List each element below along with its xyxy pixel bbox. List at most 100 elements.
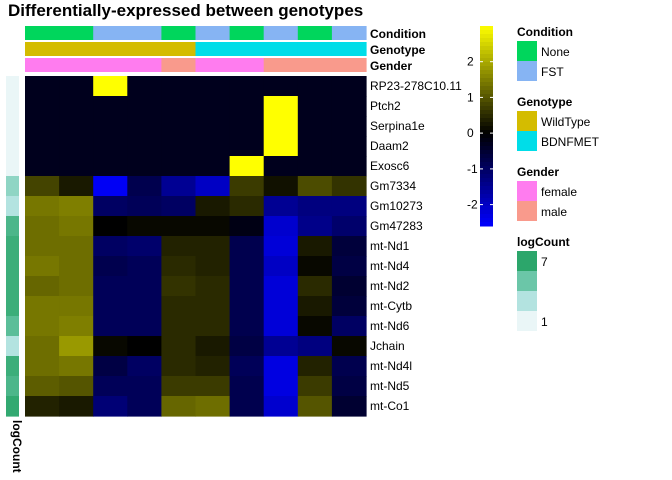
- colorbar-segment: [480, 94, 493, 99]
- heatmap-cell: [25, 116, 60, 137]
- heatmap-cell: [161, 116, 197, 137]
- heatmap-cell: [59, 216, 94, 237]
- heatmap-cell: [127, 176, 162, 197]
- heatmap-cell: [195, 236, 231, 257]
- heatmap-cell: [263, 176, 299, 197]
- heatmap-cell: [331, 196, 367, 217]
- heatmap-cell: [263, 356, 299, 377]
- heatmap-cell: [25, 336, 60, 357]
- heatmap-cell: [263, 76, 299, 97]
- heatmap-cell: [297, 376, 333, 397]
- annotation-cell-genotype: [127, 42, 162, 56]
- colorbar-segment: [480, 114, 493, 119]
- heatmap-cell: [59, 76, 94, 97]
- annotation-cell-genotype: [93, 42, 128, 56]
- colorbar-segment: [480, 42, 493, 47]
- heatmap-cell: [229, 216, 265, 237]
- annotation-cell-condition: [93, 26, 128, 40]
- heatmap-cell: [331, 156, 367, 177]
- annotation-cell-condition: [59, 26, 94, 40]
- heatmap-cell: [195, 116, 231, 137]
- logcount-cell: [6, 196, 19, 217]
- heatmap-cell: [25, 256, 60, 277]
- logcount-cell: [6, 356, 19, 377]
- row-label: mt-Nd1: [370, 239, 410, 253]
- logcount-cell: [6, 96, 19, 117]
- colorbar-segment: [480, 90, 493, 95]
- legend-label: FST: [541, 65, 564, 79]
- colorbar-segment: [480, 110, 493, 115]
- annotation-cell-gender: [195, 58, 231, 72]
- legend-label: male: [541, 205, 567, 219]
- annotation-cell-gender: [59, 58, 94, 72]
- heatmap-cell: [297, 156, 333, 177]
- legend-title-logcount: logCount: [517, 235, 570, 249]
- heatmap-cell: [59, 116, 94, 137]
- colorbar-segment: [480, 170, 493, 175]
- heatmap-cell: [25, 396, 60, 417]
- logcount-cell: [6, 216, 19, 237]
- heatmap-cell: [59, 276, 94, 297]
- heatmap-cell: [161, 76, 197, 97]
- heatmap-cell: [229, 156, 265, 177]
- colorbar-segment: [480, 54, 493, 59]
- logcount-cell: [6, 296, 19, 317]
- colorbar-segment: [480, 26, 493, 31]
- colorbar-segment: [480, 158, 493, 163]
- heatmap-cell: [229, 296, 265, 317]
- annotation-cell-condition: [331, 26, 367, 40]
- heatmap-cell: [229, 396, 265, 417]
- heatmap-cell: [229, 76, 265, 97]
- annotation-cell-condition: [297, 26, 333, 40]
- legend-swatch: [517, 61, 537, 81]
- heatmap-cell: [93, 136, 128, 157]
- heatmap-cell: [59, 376, 94, 397]
- heatmap-cell: [331, 96, 367, 117]
- colorbar-tick-label: 1: [467, 90, 474, 104]
- heatmap-cell: [331, 136, 367, 157]
- colorbar-segment: [480, 206, 493, 211]
- heatmap-cell: [25, 196, 60, 217]
- annotation-cell-gender: [229, 58, 265, 72]
- heatmap-cell: [263, 196, 299, 217]
- legend-title-gender: Gender: [517, 165, 559, 179]
- annotation-cell-genotype: [331, 42, 367, 56]
- heatmap-cell: [127, 316, 162, 337]
- annotation-cell-condition: [127, 26, 162, 40]
- heatmap-cell: [127, 216, 162, 237]
- legends: Condition None FST Genotype WildType BDNFMET G…: [517, 25, 600, 331]
- heatmap-cell: [25, 276, 60, 297]
- heatmap-cell: [161, 176, 197, 197]
- row-annotation-label: logCount: [10, 420, 24, 473]
- heatmap-cell: [93, 276, 128, 297]
- heatmap-cell: [297, 396, 333, 417]
- legend-label: 1: [541, 315, 548, 329]
- colorbar-segment: [480, 146, 493, 151]
- heatmap-cell: [93, 256, 128, 277]
- row-label: mt-Cytb: [370, 299, 412, 313]
- heatmap-cell: [161, 136, 197, 157]
- heatmap-cell: [297, 276, 333, 297]
- heatmap-cells: [25, 76, 367, 417]
- heatmap-cell: [263, 276, 299, 297]
- colorbar-segment: [480, 122, 493, 127]
- chart-title: Differentially-expressed between genotyp…: [8, 1, 363, 20]
- annotation-cell-condition: [25, 26, 60, 40]
- legend-swatch: [517, 181, 537, 201]
- heatmap-cell: [229, 376, 265, 397]
- colorbar-segment: [480, 74, 493, 79]
- heatmap-cell: [331, 376, 367, 397]
- colorbar-segment: [480, 222, 493, 227]
- colorbar-segment: [480, 182, 493, 187]
- heatmap-cell: [25, 296, 60, 317]
- logcount-cell: [6, 136, 19, 157]
- heatmap-cell: [25, 76, 60, 97]
- heatmap-cell: [161, 396, 197, 417]
- logcount-cell: [6, 116, 19, 137]
- annotation-cell-condition: [195, 26, 231, 40]
- heatmap-cell: [297, 216, 333, 237]
- heatmap-cell: [229, 196, 265, 217]
- heatmap-cell: [161, 376, 197, 397]
- annotation-cell-condition: [229, 26, 265, 40]
- heatmap-cell: [195, 356, 231, 377]
